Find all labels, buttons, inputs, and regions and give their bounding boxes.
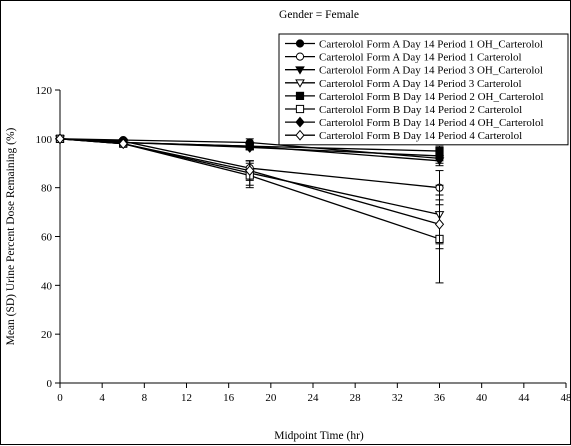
x-tick-label: 8 <box>142 392 148 404</box>
y-tick-label: 40 <box>41 280 53 292</box>
y-tick-label: 60 <box>41 232 53 244</box>
y-axis-label: Mean (SD) Urine Percent Dose Remaining (… <box>5 127 17 345</box>
legend-item: Carterolol Form B Day 14 Period 2 Carter… <box>285 104 522 116</box>
legend-label: Carterolol Form B Day 14 Period 4 OH_Car… <box>319 117 544 129</box>
x-tick-label: 20 <box>265 392 277 404</box>
y-tick-label: 20 <box>41 329 53 341</box>
data-point <box>296 40 303 47</box>
data-point <box>296 92 303 99</box>
chart-title: Gender = Female <box>279 9 359 21</box>
x-axis-label: Midpoint Time (hr) <box>274 430 364 442</box>
y-tick-label: 120 <box>36 85 53 97</box>
y-tick-label: 100 <box>36 134 53 146</box>
data-point <box>296 53 303 60</box>
legend-item: Carterolol Form B Day 14 Period 2 OH_Car… <box>285 91 544 103</box>
y-tick-label: 80 <box>41 183 53 195</box>
x-tick-label: 40 <box>476 392 488 404</box>
x-tick-label: 4 <box>99 392 105 404</box>
legend-label: Carterolol Form B Day 14 Period 2 OH_Car… <box>319 91 544 103</box>
x-tick-label: 16 <box>223 392 235 404</box>
legend-label: Carterolol Form A Day 14 Period 3 OH_Car… <box>319 65 543 77</box>
x-tick-label: 0 <box>57 392 63 404</box>
x-tick-label: 12 <box>181 392 192 404</box>
legend-label: Carterolol Form A Day 14 Period 1 Carter… <box>319 52 522 64</box>
data-point <box>436 220 444 229</box>
legend-item: Carterolol Form B Day 14 Period 4 Carter… <box>285 130 522 142</box>
legend-label: Carterolol Form A Day 14 Period 1 OH_Car… <box>319 39 543 51</box>
legend-item: Carterolol Form B Day 14 Period 4 OH_Car… <box>285 117 544 129</box>
x-tick-label: 48 <box>561 392 571 404</box>
x-tick-label: 32 <box>392 392 403 404</box>
legend-item: Carterolol Form A Day 14 Period 3 OH_Car… <box>285 65 543 77</box>
legend-item: Carterolol Form A Day 14 Period 1 OH_Car… <box>285 39 543 51</box>
x-tick-label: 36 <box>434 392 446 404</box>
legend-item: Carterolol Form A Day 14 Period 1 Carter… <box>285 52 522 64</box>
x-tick-label: 24 <box>308 392 320 404</box>
data-point <box>296 105 303 112</box>
legend-label: Carterolol Form B Day 14 Period 2 Carter… <box>319 104 522 116</box>
x-tick-label: 44 <box>518 392 530 404</box>
y-tick-label: 0 <box>47 378 53 390</box>
legend-label: Carterolol Form B Day 14 Period 4 Carter… <box>319 130 522 142</box>
legend: Carterolol Form A Day 14 Period 1 OH_Car… <box>279 34 568 145</box>
plot-area <box>56 134 443 283</box>
legend-label: Carterolol Form A Day 14 Period 3 Carter… <box>319 78 522 90</box>
legend-item: Carterolol Form A Day 14 Period 3 Carter… <box>285 78 522 90</box>
x-tick-label: 28 <box>350 392 362 404</box>
